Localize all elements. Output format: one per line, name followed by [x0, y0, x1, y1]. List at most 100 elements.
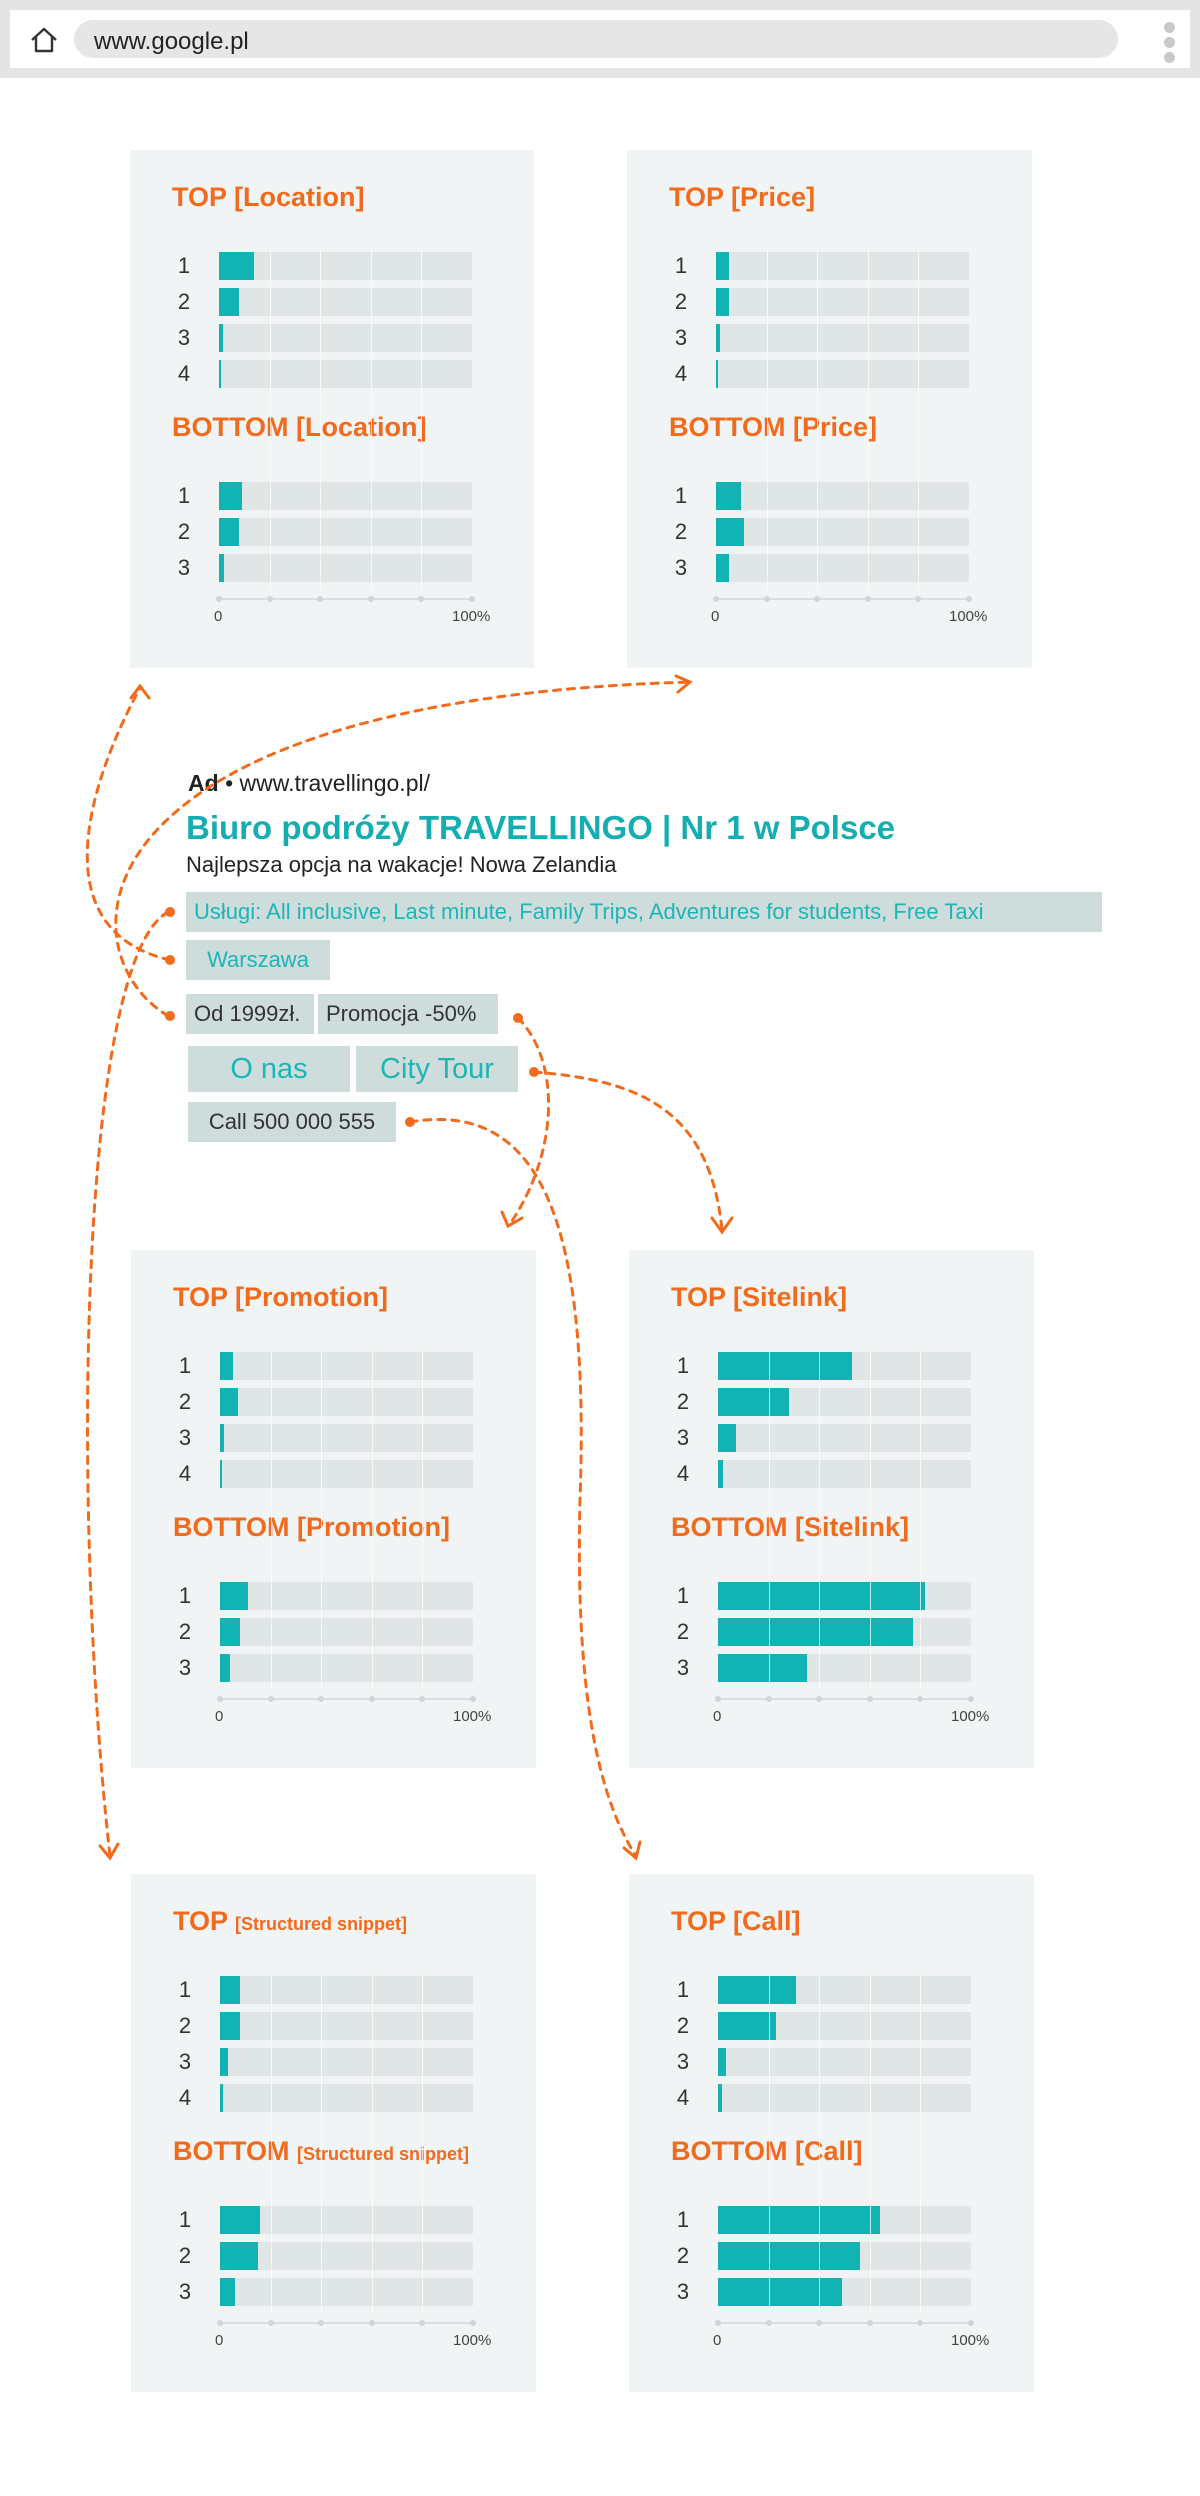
bottom-title: BOTTOM [Price] — [669, 412, 878, 442]
ad-display-url[interactable]: www.travellingo.pl/ — [239, 770, 430, 796]
x-tick — [217, 2320, 223, 2326]
x-tick — [318, 1696, 325, 1702]
bottom-bar — [718, 1582, 926, 1610]
top-bar-track — [718, 1388, 971, 1416]
bottom-bar — [718, 2278, 842, 2306]
call-extension[interactable]: Call 500 000 555 — [188, 1102, 396, 1142]
top-rank-label: 1 — [178, 1977, 192, 2002]
structured-snippet-extension: Usługi: All inclusive, Last minute, Fami… — [186, 892, 1102, 932]
menu-dots-icon[interactable] — [1164, 22, 1176, 63]
bottom-bar — [220, 2278, 236, 2306]
top-rank-label: 3 — [674, 325, 688, 350]
top-rank-label: 2 — [676, 1389, 690, 1414]
x-tick-label-min: 0 — [711, 608, 720, 625]
top-bar-track — [220, 2012, 473, 2040]
bottom-bar-track — [220, 1618, 473, 1646]
top-title: TOP [Price] — [669, 182, 816, 212]
top-bar — [716, 252, 729, 280]
top-bar-track — [220, 1424, 473, 1452]
top-rank-label: 4 — [674, 361, 688, 386]
gridline — [321, 1350, 323, 1690]
bottom-bar — [718, 2206, 880, 2234]
x-tick — [866, 1696, 873, 1702]
x-tick — [469, 596, 475, 602]
x-tick — [715, 1696, 721, 1702]
sitelink-city-tour[interactable]: City Tour — [356, 1046, 518, 1092]
arrow-snippet — [86, 910, 170, 1858]
x-tick — [816, 2320, 823, 2326]
x-tick-label-max: 100% — [453, 2332, 492, 2349]
top-rank-label: 2 — [178, 1389, 192, 1414]
bottom-rank-label: 1 — [177, 483, 191, 508]
top-rank-label: 4 — [178, 2085, 192, 2110]
top-rank-label: 3 — [178, 2049, 192, 2074]
bottom-bar — [220, 2242, 258, 2270]
chart-panel-structured-snippet: TOP [Structured snippet] BOTTOM [Structur… — [131, 1874, 536, 2392]
top-bar-track — [220, 1352, 473, 1380]
chart-panel-location: TOP [Location] BOTTOM [Location] 1 2 3 4 1 2 3 0 1… — [130, 150, 534, 668]
home-icon[interactable] — [24, 20, 64, 60]
gridline — [869, 1350, 871, 1690]
bottom-bar-track — [219, 518, 472, 546]
url-text: www.google.pl — [94, 28, 249, 55]
price-extension: Od 1999zł. — [186, 994, 314, 1034]
top-bar — [219, 324, 223, 352]
bottom-rank-label: 2 — [676, 1619, 690, 1644]
top-bar — [219, 288, 240, 316]
bottom-bar-track — [718, 1618, 971, 1646]
gridline — [421, 250, 423, 590]
top-title-small: [Structured snippet] — [235, 1914, 408, 1934]
top-bar — [718, 1424, 736, 1452]
top-title: TOP [Promotion] — [173, 1282, 388, 1312]
location-extension[interactable]: Warszawa — [186, 940, 330, 980]
chart-panel-call: TOP [Call] BOTTOM [Call] 1 2 3 4 1 2 3 0 100% — [629, 1874, 1034, 2392]
top-rank-label: 4 — [676, 2085, 690, 2110]
address-bar[interactable]: www.google.pl — [74, 20, 1118, 58]
top-rank-label: 4 — [676, 1461, 690, 1486]
top-bar — [718, 2012, 777, 2040]
bottom-bar — [220, 1582, 248, 1610]
sitelink-o-nas[interactable]: O nas — [188, 1046, 350, 1092]
x-tick-label-min: 0 — [713, 2332, 722, 2349]
chart-panel-promotion: TOP [Promotion] BOTTOM [Promotion] 1 2 3 4 1 2 3… — [131, 1250, 536, 1768]
bottom-bar-track — [220, 1654, 473, 1682]
bottom-bar — [718, 1618, 913, 1646]
top-bar — [718, 1388, 789, 1416]
top-bar-track — [219, 324, 472, 352]
bottom-rank-label: 3 — [676, 1655, 690, 1680]
top-bar-track — [716, 324, 969, 352]
bottom-title: BOTTOM [Sitelink] — [671, 1512, 910, 1542]
bottom-bar-track — [716, 554, 969, 582]
gridline — [819, 1350, 821, 1690]
bottom-bar-track — [219, 554, 472, 582]
bottom-bar-track — [718, 2242, 971, 2270]
top-bar — [716, 324, 720, 352]
bottom-rank-label: 1 — [676, 1583, 690, 1608]
x-tick — [864, 596, 871, 602]
top-rank-label: 2 — [178, 2013, 192, 2038]
bottom-bar — [219, 482, 242, 510]
top-title: TOP [Structured snippet] — [173, 1906, 407, 1937]
bottom-bar-track — [718, 1654, 971, 1682]
ad-headline[interactable]: Biuro podróży TRAVELLINGO | Nr 1 w Polsc… — [186, 809, 896, 846]
gridline — [766, 250, 768, 590]
top-bar — [718, 1460, 724, 1488]
bottom-bar-track — [220, 2206, 473, 2234]
bottom-rank-label: 1 — [676, 2207, 690, 2232]
ad-label: Ad — [188, 770, 219, 796]
bottom-rank-label: 3 — [177, 555, 191, 580]
top-rank-label: 2 — [676, 2013, 690, 2038]
top-bar-track — [220, 2048, 473, 2076]
top-bar-track — [219, 360, 472, 388]
promotion-extension[interactable]: Promocja -50% — [318, 994, 498, 1034]
top-bar — [220, 1388, 238, 1416]
bottom-rank-label: 1 — [178, 2207, 192, 2232]
x-tick — [419, 1696, 426, 1702]
x-tick-label-max: 100% — [951, 1708, 990, 1725]
top-bar-track — [718, 1460, 971, 1488]
top-bar-track — [716, 360, 969, 388]
bottom-title: BOTTOM [Structured snippet] — [173, 2136, 469, 2167]
bottom-bar-track — [718, 2278, 971, 2306]
top-rank-label: 4 — [177, 361, 191, 386]
x-tick — [763, 596, 770, 602]
